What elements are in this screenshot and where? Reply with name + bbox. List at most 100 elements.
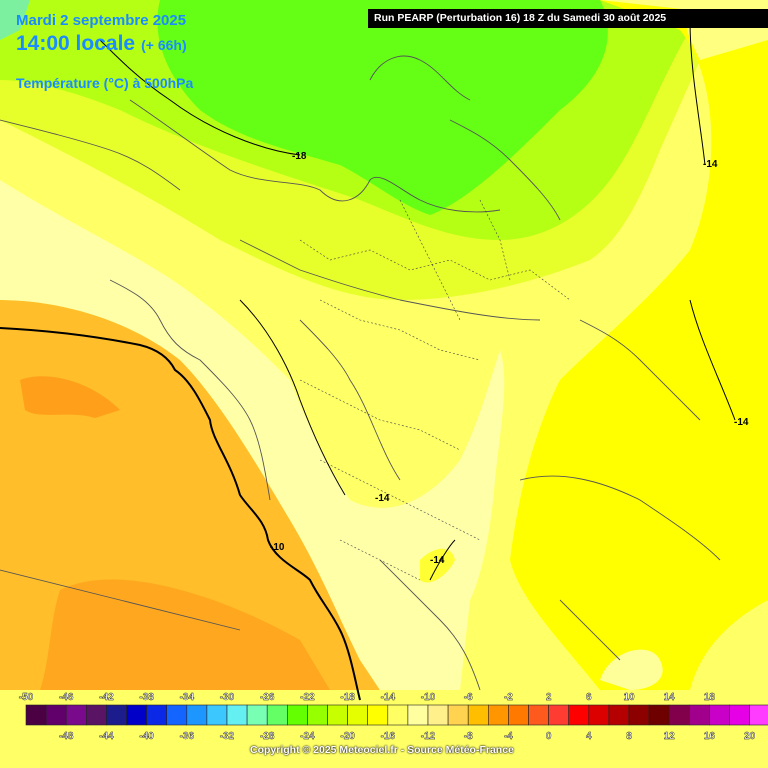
legend-bottom-label: -28: [260, 731, 275, 742]
border-line: [0, 327, 361, 701]
legend-swatch: [668, 704, 690, 726]
band-minus12: [0, 180, 505, 690]
legend-swatch: [286, 704, 308, 726]
legend-bottom-label: 4: [586, 731, 592, 742]
legend-swatch: [206, 704, 228, 726]
legend-bottom-label: 12: [664, 731, 676, 742]
legend-swatch: [226, 704, 248, 726]
warm-patch-south: [40, 579, 330, 690]
region-borders: [299, 199, 571, 581]
copyright-notice: Copyright © 2025 Meteociel.fr - Source M…: [250, 744, 514, 756]
legend-top-label: -34: [180, 692, 195, 703]
legend-top-label: 10: [623, 692, 635, 703]
legend-swatch: [246, 704, 268, 726]
legend-top-label: -50: [19, 692, 34, 703]
cold-corner: [0, 0, 30, 40]
legend-swatch: [407, 704, 429, 726]
legend-swatch: [548, 704, 569, 726]
legend-bottom-label: -36: [180, 731, 195, 742]
forecast-lead: (+ 66h): [141, 37, 187, 53]
legend-top-label: -26: [260, 692, 275, 703]
legend-swatch: [126, 704, 147, 726]
isotherm-label: -10: [270, 542, 285, 553]
legend-swatch: [588, 704, 610, 726]
legend-swatch: [608, 704, 630, 726]
legend-swatch: [628, 704, 650, 726]
legend-top-label: 14: [664, 692, 676, 703]
legend-swatch: [508, 704, 529, 726]
legend-bottom-label: -32: [220, 731, 235, 742]
color-scale-legend: -50 -46 -42 -38 -34 -30 -26 -22 -18 -14 -10 -6 -2 2 6 1…: [19, 692, 768, 742]
legend-swatch: [367, 704, 389, 726]
isotherm-label: -14: [734, 417, 749, 428]
legend-top-label: -22: [300, 692, 315, 703]
legend-bottom-label: -20: [340, 731, 355, 742]
legend-bottom-label: -44: [99, 731, 114, 742]
legend-top-label: 6: [586, 692, 592, 703]
legend-swatch: [327, 704, 348, 726]
legend-swatch: [467, 704, 489, 726]
legend-swatch: [166, 704, 188, 726]
isotherm-label: -14: [375, 493, 390, 504]
isotherm-label: -14: [430, 555, 445, 566]
parameter-label: Température (°C) à 500hPa: [16, 75, 194, 91]
legend-bottom-label: 8: [626, 731, 632, 742]
legend-top-label: -42: [99, 692, 114, 703]
legend-swatch: [266, 704, 288, 726]
legend-swatch: [86, 704, 107, 726]
warm-patch-minus8: [20, 376, 120, 418]
legend-top-label: -18: [340, 692, 355, 703]
legend-swatch: [106, 704, 127, 726]
legend-swatch: [688, 704, 710, 726]
legend-bottom-label: -40: [139, 731, 154, 742]
legend-bottom-label: 0: [546, 731, 552, 742]
legend-top-label: -14: [381, 692, 396, 703]
legend-swatch: [307, 704, 328, 726]
legend-swatch: [648, 704, 670, 726]
legend-bottom-label: 20: [744, 731, 756, 742]
legend-bottom-label: 16: [704, 731, 716, 742]
legend-swatch: [186, 704, 208, 726]
isotherm-label: -14: [703, 159, 718, 170]
legend-bottom-label: -4: [504, 731, 513, 742]
legend-top-label: -2: [504, 692, 513, 703]
legend-swatch: [25, 704, 47, 726]
legend-bottom-label: -12: [421, 731, 436, 742]
legend-swatch: [146, 704, 168, 726]
legend-swatch: [65, 704, 87, 726]
legend-top-label: 18: [704, 692, 716, 703]
legend-bottom-label: -24: [300, 731, 315, 742]
isotherm-label-group: -18 -14 -14 -14 -10 -14: [270, 151, 749, 566]
legend-top-label: -6: [464, 692, 473, 703]
legend-top-label: 2: [546, 692, 552, 703]
forecast-date: Mardi 2 septembre 2025: [16, 12, 187, 29]
legend-swatch: [528, 704, 549, 726]
legend-top-label: -30: [220, 692, 235, 703]
forecast-time: 14:00 locale (+ 66h): [16, 32, 187, 56]
coastlines: [0, 55, 721, 691]
east-pocket: [600, 649, 663, 690]
legend-top-label: -38: [139, 692, 154, 703]
legend-swatch: [427, 704, 449, 726]
legend-swatch: [709, 704, 730, 726]
legend-swatch: [487, 704, 509, 726]
isotherm-label: -18: [292, 151, 307, 162]
legend-swatch: [347, 704, 369, 726]
forecast-time-text: 14:00 locale: [16, 32, 136, 55]
legend-bottom-label: -8: [464, 731, 473, 742]
isotherms: [99, 19, 736, 581]
legend-swatch: [387, 704, 409, 726]
legend-swatch: [749, 704, 768, 726]
legend-top-label: -10: [421, 692, 436, 703]
legend-swatch: [729, 704, 750, 726]
legend-bottom-label: -48: [59, 731, 74, 742]
cold-zone-minus20: [157, 0, 608, 215]
legend-swatch: [45, 704, 67, 726]
run-info-banner: Run PEARP (Perturbation 16) 18 Z du Same…: [368, 9, 768, 28]
band-minus14-east: [510, 0, 768, 690]
legend-swatch: [447, 704, 469, 726]
legend-swatch: [568, 704, 590, 726]
legend-top-label: -46: [59, 692, 74, 703]
legend-bottom-label: -16: [381, 731, 396, 742]
